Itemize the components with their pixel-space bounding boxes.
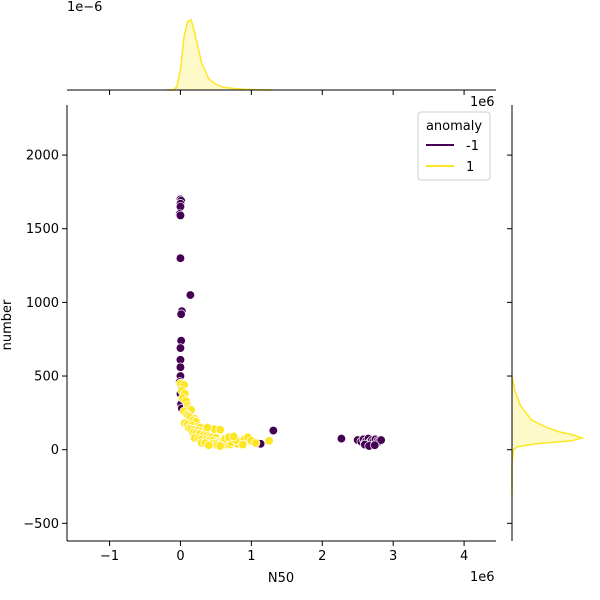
scatter-point-anomaly-minus-1 xyxy=(185,290,196,300)
legend-title: anomaly xyxy=(426,119,482,134)
y-tick-label: 2000 xyxy=(26,149,59,164)
y-tick-label: −500 xyxy=(23,517,59,532)
scatter-point-anomaly-minus-1 xyxy=(370,440,380,450)
marginal-x-density-line xyxy=(166,18,273,91)
x-tick-label: 3 xyxy=(389,549,397,564)
legend: anomaly -1 1 xyxy=(417,111,491,181)
scatter-point-anomaly-1 xyxy=(215,441,225,451)
scatter-point-anomaly-1 xyxy=(264,436,274,446)
marginal-x-panel: 1e−6 xyxy=(67,0,496,91)
scatter-point-anomaly-1 xyxy=(204,440,214,450)
x-axis-ticks: −1 0 1 2 3 4 xyxy=(100,90,468,564)
legend-label-anomaly-minus-1: -1 xyxy=(466,139,479,154)
scatter-point-anomaly-1 xyxy=(238,439,248,450)
x-axis-scale-label: 1e6 xyxy=(470,570,495,585)
scatter-points xyxy=(175,194,386,451)
marginal-x-density-fill xyxy=(166,19,273,90)
scatter-point-anomaly-1 xyxy=(202,422,213,433)
scatter-point-anomaly-minus-1 xyxy=(175,362,186,372)
x-tick-label: −1 xyxy=(100,549,119,564)
x-tick-label: 0 xyxy=(176,549,184,564)
legend-label-anomaly-1: 1 xyxy=(466,160,474,175)
scatter-point-anomaly-minus-1 xyxy=(175,210,186,221)
x-tick-label: 1 xyxy=(247,549,255,564)
scatter-point-anomaly-minus-1 xyxy=(176,309,186,319)
scatter-point-anomaly-minus-1 xyxy=(336,433,347,444)
scatter-point-anomaly-1 xyxy=(228,431,239,442)
x-tick-label: 2 xyxy=(318,549,326,564)
x-tick-label: 4 xyxy=(460,549,468,564)
scatter-point-anomaly-1 xyxy=(250,438,261,448)
y-tick-label: 500 xyxy=(34,370,59,385)
scatter-point-anomaly-1 xyxy=(215,425,225,435)
marginal-y-density-fill xyxy=(512,376,583,494)
y-tick-label: 0 xyxy=(51,443,59,458)
y-tick-label: 1500 xyxy=(26,222,59,237)
y-axis-label: number xyxy=(0,299,15,350)
scatter-point-anomaly-minus-1 xyxy=(175,343,186,353)
marginal-y-panel: 1e6 xyxy=(470,95,585,541)
scatter-point-anomaly-minus-1 xyxy=(175,253,186,263)
scatter-point-anomaly-minus-1 xyxy=(376,435,386,445)
y-axis-ticks: −500 0 500 1000 1500 2000 xyxy=(23,149,512,532)
marginal-x-scale-label: 1e−6 xyxy=(67,0,102,15)
marginal-y-density-line xyxy=(511,375,585,494)
x-axis-label: N50 xyxy=(268,571,294,586)
scatter-point-anomaly-minus-1 xyxy=(268,425,278,436)
marginal-y-scale-label: 1e6 xyxy=(470,95,495,110)
y-tick-label: 1000 xyxy=(26,296,59,311)
